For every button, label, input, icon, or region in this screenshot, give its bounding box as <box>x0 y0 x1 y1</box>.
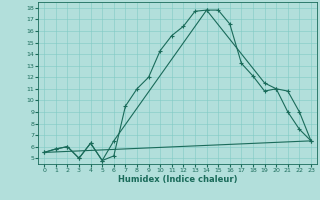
X-axis label: Humidex (Indice chaleur): Humidex (Indice chaleur) <box>118 175 237 184</box>
